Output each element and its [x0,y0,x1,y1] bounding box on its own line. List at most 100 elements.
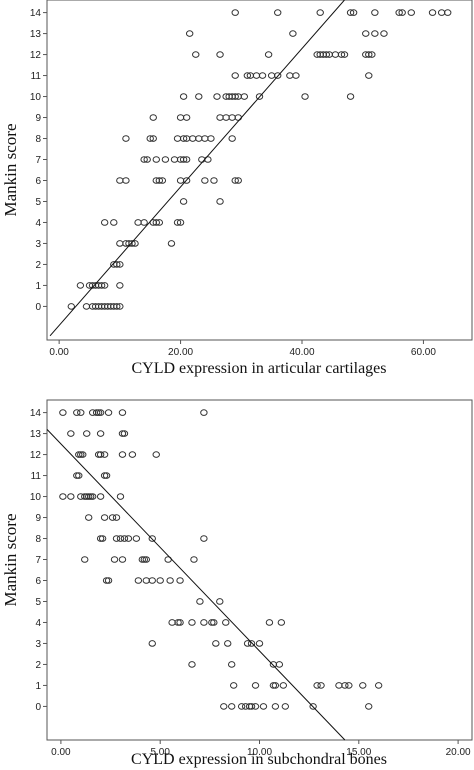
data-point [216,198,224,205]
fit-line [46,429,346,741]
data-point [234,177,242,184]
data-point [152,451,160,458]
data-point [110,219,118,226]
data-point [128,240,136,247]
data-point [251,682,260,689]
data-point [374,682,383,689]
plot-frame [46,0,473,341]
data-point [59,493,67,500]
y-axis-label: Mankin score [1,513,20,606]
y-tick-label: 4 [35,218,41,229]
data-point [255,640,264,647]
data-point [59,409,67,416]
data-point [207,135,215,142]
data-point [365,72,373,79]
data-point [124,535,133,542]
data-point [359,682,367,689]
data-point [271,682,280,689]
data-point [437,9,446,16]
fit-line [49,0,345,337]
y-tick-label: 6 [35,576,41,587]
data-point [365,51,373,58]
data-point [118,556,127,563]
data-point [444,9,452,16]
data-point [289,30,297,37]
data-point [182,114,191,121]
data-point [231,177,239,184]
x-axis-label: CYLD expression in articular cartilages [131,360,386,377]
x-axis-label: CYLD expression in subchondral bones [131,751,387,768]
data-point [227,661,236,668]
data-point [301,93,309,100]
data-point [96,430,105,437]
data-point [104,409,113,416]
data-point [243,72,252,79]
data-point [96,409,105,416]
data-point [131,240,139,247]
data-point [204,156,212,163]
data-point [229,682,238,689]
data-point [365,703,373,710]
data-point [210,177,218,184]
data-point [116,535,125,542]
data-point [167,240,176,247]
data-point [79,451,87,458]
x-tick-label: 10.00 [247,747,272,758]
data-point [148,640,156,647]
data-point [116,261,124,268]
data-point [231,72,239,79]
data-point [179,135,188,142]
data-point [118,451,127,458]
data-point [201,135,209,142]
data-point [176,619,184,626]
data-point [213,93,221,100]
y-tick-label: 10 [30,492,42,503]
x-tick-label: 0.00 [49,347,69,358]
y-tick-label: 0 [35,302,41,313]
data-point [216,51,224,58]
data-point [188,619,196,626]
data-point [398,9,406,16]
data-points [59,409,383,710]
data-point [176,177,185,184]
data-point [259,703,268,710]
data-point [132,535,141,542]
y-tick-label: 0 [35,702,41,713]
data-point [149,114,157,121]
data-point [274,72,282,79]
data-point [349,9,358,16]
data-point [277,619,286,626]
y-tick-label: 1 [35,681,41,692]
plot-frame [46,399,473,741]
data-point [240,93,249,100]
y-tick-label: 6 [35,176,41,187]
data-point [179,198,188,205]
y-tick-label: 9 [35,513,41,524]
y-tick-label: 4 [35,618,41,629]
data-point [113,261,121,268]
data-point [220,703,228,710]
data-point [100,451,109,458]
x-tick-label: 40.00 [289,347,314,358]
data-point [148,577,156,584]
data-point [237,703,246,710]
data-point [322,51,330,58]
data-point [75,472,83,479]
data-point [100,282,109,289]
data-point [179,93,188,100]
data-point [120,430,129,437]
data-point [116,177,124,184]
data-point [190,556,198,563]
y-tick-label: 5 [35,197,41,208]
data-point [201,177,209,184]
data-point [255,93,264,100]
data-point [168,619,176,626]
y-tick-label: 7 [35,555,41,566]
y-tick-label: 5 [35,597,41,608]
data-point [67,303,75,310]
data-point [166,577,174,584]
data-point [182,177,191,184]
data-point [317,682,325,689]
